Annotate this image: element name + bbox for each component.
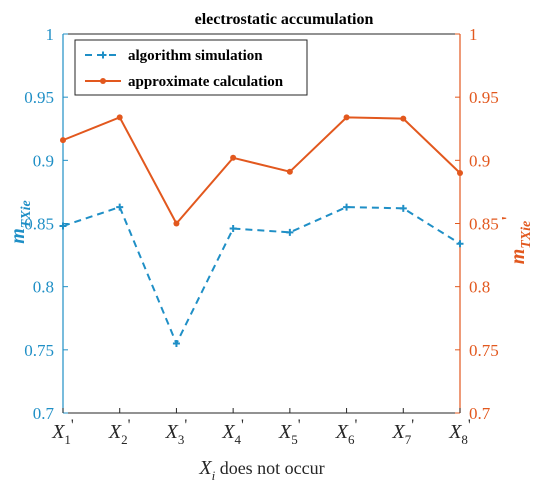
series-point-1 — [286, 228, 294, 236]
right-y-tick-label: 0.95 — [469, 88, 499, 107]
x-tick-label: X4' — [221, 417, 244, 447]
series-point-2 — [116, 114, 123, 121]
left-y-tick-label: 1 — [46, 25, 55, 44]
left-y-tick-label: 0.7 — [33, 404, 55, 423]
legend-box — [74, 39, 308, 96]
right-y-tick-label: 0.9 — [469, 151, 490, 170]
series-point-2 — [343, 114, 350, 121]
right-y-tick-label: 1 — [469, 25, 478, 44]
x-tick-label: X1' — [51, 417, 74, 447]
x-tick-label: X2' — [108, 417, 131, 447]
series-point-1 — [116, 203, 124, 211]
series-point-2 — [173, 220, 180, 227]
series-point-2 — [286, 168, 293, 175]
series-point-2 — [230, 154, 237, 161]
legend-label-2: approximate calculation — [128, 74, 284, 90]
right-y-tick-label: 0.7 — [469, 404, 491, 423]
series-point-2 — [457, 169, 463, 176]
right-y-tick-label: 0.8 — [469, 278, 490, 297]
legend-marker-1 — [99, 51, 107, 59]
series-line-2 — [62, 116, 461, 226]
legend-marker-2 — [100, 78, 106, 84]
x-tick-label: X3' — [165, 417, 188, 447]
left-y-tick-label: 0.95 — [24, 88, 54, 107]
x-tick-label: X8' — [448, 417, 471, 447]
series-point-1 — [59, 222, 67, 230]
legend-label-1: algorithm simulation — [128, 48, 263, 64]
series-line-1 — [62, 205, 461, 346]
left-y-tick-label: 0.8 — [33, 278, 54, 297]
series-point-2 — [60, 137, 66, 144]
left-y-tick-label: 0.75 — [24, 341, 54, 360]
left-y-axis-label: mTXie — [7, 200, 34, 244]
left-y-tick-label: 0.85 — [24, 215, 54, 234]
series-point-1 — [172, 340, 180, 348]
series-point-2 — [400, 115, 407, 122]
x-tick-label: X7' — [391, 417, 414, 447]
left-y-tick-label: 0.9 — [33, 151, 54, 170]
right-y-axis-label: mTXie' — [498, 216, 534, 265]
series-point-1 — [399, 204, 407, 212]
right-y-tick-label: 0.75 — [469, 341, 499, 360]
series-point-1 — [343, 203, 351, 211]
x-axis-label: Xi does not occur — [198, 457, 324, 483]
x-tick-label: X6' — [335, 417, 358, 447]
chart-title: electrostatic accumulation — [195, 11, 374, 28]
x-tick-label: X5' — [278, 417, 301, 447]
right-y-tick-label: 0.85 — [469, 215, 499, 234]
series-point-1 — [456, 240, 464, 248]
series-point-1 — [229, 225, 237, 233]
